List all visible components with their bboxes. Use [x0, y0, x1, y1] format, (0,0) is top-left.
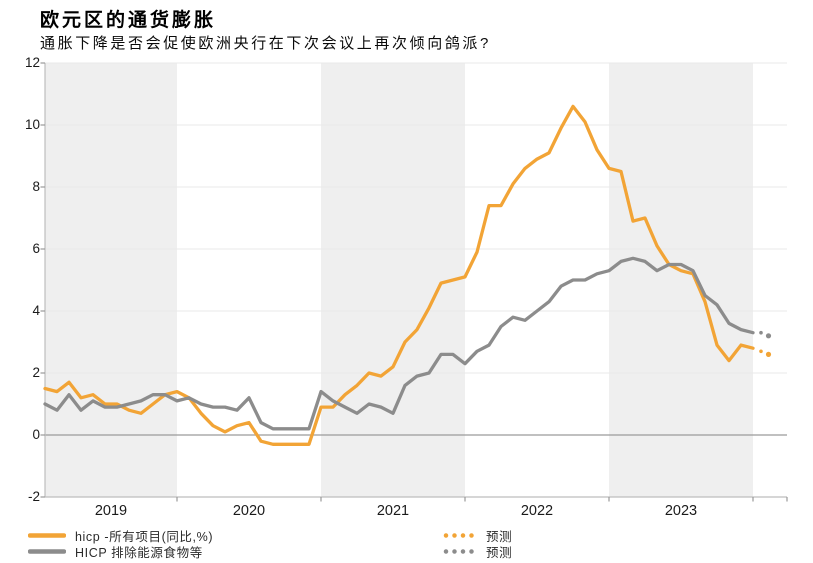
- legend-label-forecast-hicp: 预测: [486, 530, 513, 544]
- y-axis-tick-label: 10: [24, 117, 40, 132]
- y-axis-tick-label: 4: [32, 303, 40, 318]
- legend-label-hicp-core: HICP 排除能源食物等: [75, 546, 203, 560]
- forecast-dot-hicp-core: [765, 333, 772, 339]
- legend-item-forecast-core: 预测: [443, 544, 513, 560]
- page-title: 欧元区的通货膨胀: [40, 10, 217, 31]
- x-axis-label-2019: 2019: [94, 503, 128, 519]
- y-axis-tick-label: 6: [32, 241, 40, 256]
- forecast-core-dotted-swatch: [443, 549, 477, 554]
- x-axis-label-2021: 2021: [376, 503, 410, 519]
- y-axis-tick-label: 12: [24, 55, 40, 70]
- legend-forecast: 预测 预测: [443, 528, 513, 560]
- y-axis-tick-label: 0: [32, 427, 40, 442]
- year-band: [321, 63, 465, 497]
- legend-item-hicp-core: HICP 排除能源食物等: [28, 544, 213, 560]
- legend-label-hicp-all: hicp -所有项目(同比,%): [75, 530, 214, 544]
- legend-item-forecast-hicp: 预测: [443, 528, 513, 544]
- x-axis-label-2022: 2022: [520, 503, 554, 519]
- forecast-dot-hicp-core: [759, 330, 763, 335]
- x-axis-label-2020: 2020: [232, 503, 266, 519]
- hicp-core-line-swatch: [28, 549, 66, 554]
- legend-label-forecast-core: 预测: [486, 546, 513, 560]
- forecast-dot-hicp-all: [765, 351, 772, 357]
- y-axis-tick-label: 8: [32, 179, 40, 194]
- y-axis-tick-label: 2: [32, 365, 40, 380]
- x-axis-label-2023: 2023: [664, 503, 698, 519]
- forecast-dot-hicp-all: [759, 349, 763, 354]
- forecast-hicp-dotted-swatch: [443, 533, 477, 538]
- hicp-all-line-swatch: [28, 533, 66, 538]
- legend-series: hicp -所有项目(同比,%) HICP 排除能源食物等: [28, 528, 214, 560]
- year-band: [45, 63, 177, 497]
- page-subtitle: 通胀下降是否会促使欧洲央行在下次会议上再次倾向鸽派?: [40, 35, 491, 52]
- year-band: [609, 63, 753, 497]
- y-axis-tick-label: -2: [27, 489, 40, 504]
- hicp-core-line: [43, 256, 755, 431]
- legend-item-hicp-all: hicp -所有项目(同比,%): [28, 528, 214, 544]
